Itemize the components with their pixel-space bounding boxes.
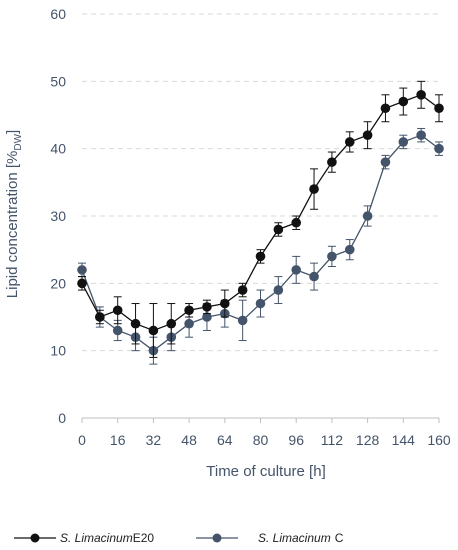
data-point-e20 xyxy=(95,312,105,322)
y-tick-label: 60 xyxy=(50,6,66,22)
x-tick-label: 96 xyxy=(288,432,304,448)
data-point-e20 xyxy=(273,224,284,235)
data-point-c xyxy=(327,251,337,262)
data-point-e20 xyxy=(398,96,409,107)
x-tick-label: 64 xyxy=(217,432,233,448)
x-tick-label: 128 xyxy=(356,432,380,448)
legend-item-e20: S. LimacinumE20 xyxy=(14,531,154,545)
legend-species-c: S. Limacinum xyxy=(258,531,331,545)
x-tick-label: 0 xyxy=(78,432,86,448)
legend-label-c: S. Limacinum C xyxy=(258,531,344,545)
data-point-c xyxy=(344,244,355,255)
x-tick-label: 48 xyxy=(181,432,197,448)
data-point-e20 xyxy=(362,130,373,140)
y-axis-title-close: ] xyxy=(4,130,21,134)
data-point-e20 xyxy=(380,103,391,114)
y-tick-label: 30 xyxy=(50,208,66,224)
data-point-c xyxy=(77,265,87,275)
legend-marker-c xyxy=(212,533,222,543)
data-point-e20 xyxy=(434,103,444,114)
x-tick-label: 16 xyxy=(110,432,126,448)
data-point-c xyxy=(362,211,373,221)
y-tick-label: 10 xyxy=(50,343,66,359)
data-point-e20 xyxy=(416,90,426,100)
x-tick-label: 112 xyxy=(321,432,344,448)
legend-strain-e20: E20 xyxy=(133,531,155,545)
x-tick-label: 80 xyxy=(253,432,269,448)
data-point-c xyxy=(398,137,409,147)
legend-strain-c: C xyxy=(335,531,344,545)
data-point-e20 xyxy=(237,285,248,295)
data-point-c xyxy=(291,265,302,275)
data-point-e20 xyxy=(344,137,355,147)
legend-label-e20: S. LimacinumE20 xyxy=(60,531,154,545)
data-point-c xyxy=(202,312,212,322)
y-tick-label: 0 xyxy=(58,410,66,426)
data-point-e20 xyxy=(184,305,194,316)
y-tick-label: 20 xyxy=(50,275,66,291)
series-layer xyxy=(77,80,444,365)
series-c xyxy=(77,127,444,365)
data-point-c xyxy=(255,298,266,309)
x-tick-label: 144 xyxy=(392,432,416,448)
axes xyxy=(81,417,440,423)
legend: S. LimacinumE20 S. Limacinum C xyxy=(14,531,344,545)
data-point-e20 xyxy=(220,298,230,309)
y-tick-label: 40 xyxy=(50,141,66,157)
x-tick-label: 32 xyxy=(146,432,162,448)
legend-item-c: S. Limacinum C xyxy=(196,531,344,545)
data-point-e20 xyxy=(255,251,266,262)
x-tick-label: 160 xyxy=(427,432,451,448)
tick-labels: 0 10 20 30 40 50 60 0 16 32 48 64 80 96 112 128 144 160 xyxy=(50,6,450,448)
data-point-e20 xyxy=(202,302,212,312)
data-point-c xyxy=(309,271,319,282)
data-point-e20 xyxy=(327,157,337,167)
data-point-e20 xyxy=(112,305,123,316)
legend-species-e20: S. Limacinum xyxy=(60,531,133,545)
data-point-c xyxy=(434,143,444,154)
data-point-c xyxy=(184,318,194,329)
data-point-e20 xyxy=(130,318,141,329)
data-point-c xyxy=(380,157,391,167)
data-point-e20 xyxy=(166,318,177,329)
data-point-c xyxy=(416,130,426,140)
y-axis-title-main: Lipid concentration [% xyxy=(4,151,21,299)
data-point-e20 xyxy=(77,278,87,289)
data-point-e20 xyxy=(291,217,302,228)
grid-lines xyxy=(82,13,439,352)
series-e20 xyxy=(77,80,444,358)
data-point-e20 xyxy=(148,325,159,336)
data-point-c xyxy=(237,315,248,326)
y-axis-title: Lipid concentration [%DW] xyxy=(4,130,24,298)
y-axis-title-subscript: DW xyxy=(13,133,24,150)
data-point-c xyxy=(112,325,123,336)
legend-marker-e20 xyxy=(30,533,40,543)
data-point-c xyxy=(273,285,284,295)
y-tick-label: 50 xyxy=(50,73,66,89)
data-point-e20 xyxy=(309,184,319,194)
x-axis-title: Time of culture [h] xyxy=(206,463,326,480)
